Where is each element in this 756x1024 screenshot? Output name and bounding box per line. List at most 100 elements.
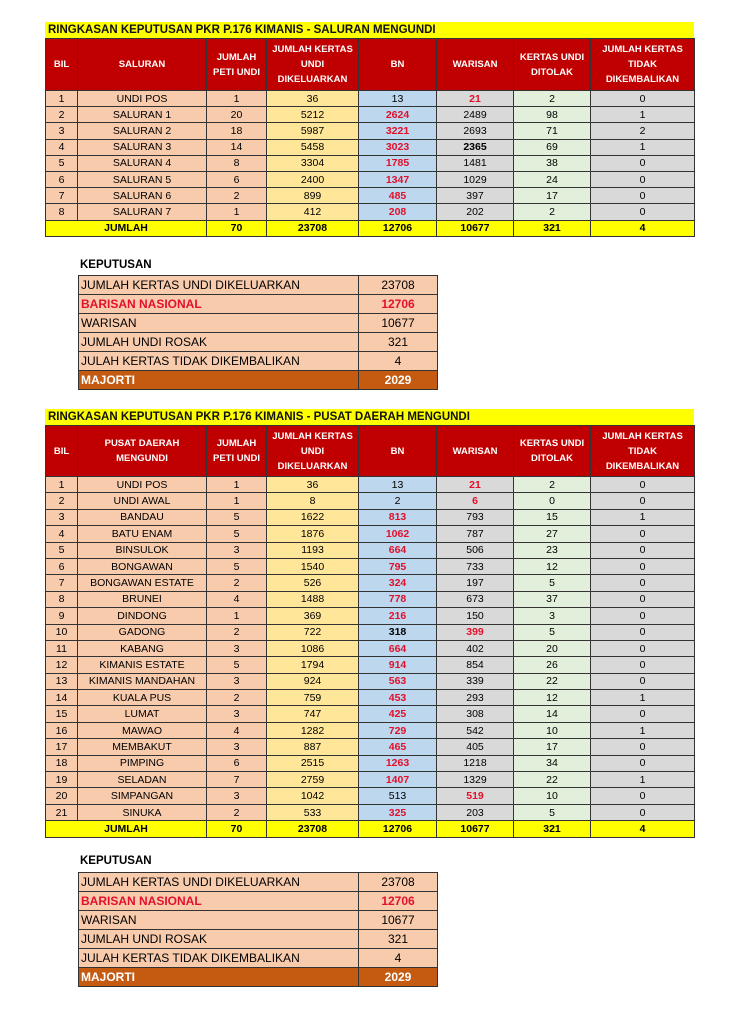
cell-bn: 325: [358, 803, 437, 822]
cell-name: BANDAU: [77, 508, 207, 527]
keputusan-row: JUMLAH KERTAS UNDI DIKELUARKAN 23708: [78, 872, 438, 892]
cell-bn: 485: [358, 187, 437, 205]
cell-warisan: 6: [436, 492, 514, 510]
cell-bil: 12: [45, 656, 78, 674]
cell-kertas-dikeluarkan: 8: [266, 492, 359, 510]
table-row: 9 DINDONG 1 369 216 150 3 0: [45, 607, 695, 625]
cell-name: SALURAN 7: [77, 203, 207, 221]
header-kertas-dikeluarkan: JUMLAH KERTAS UNDI DIKELUARKAN: [266, 38, 359, 91]
cell-peti-undi: 1: [206, 89, 267, 108]
cell-tidak-dikembalikan: 0: [590, 203, 695, 221]
cell-bn: 664: [358, 639, 437, 658]
cell-tidak-dikembalikan: 0: [590, 154, 695, 172]
cell-peti-undi: 5: [206, 656, 267, 674]
cell-name: PIMPING: [77, 754, 207, 773]
cell-tidak-dikembalikan: 0: [590, 525, 695, 543]
keputusan-row: BARISAN NASIONAL 12706: [78, 891, 438, 911]
cell-kertas-dikeluarkan: 1794: [266, 656, 359, 674]
keputusan-label: JUMLAH KERTAS UNDI DIKELUARKAN: [78, 872, 359, 892]
cell-kertas-dikeluarkan: 1876: [266, 525, 359, 543]
cell-peti-undi: 3: [206, 672, 267, 691]
cell-bn: 813: [358, 508, 437, 527]
cell-bn: 778: [358, 590, 437, 609]
cell-peti-undi: 20: [206, 106, 267, 124]
header-name: PUSAT DAERAH MENGUNDI: [77, 425, 207, 477]
cell-kertas-dikeluarkan: 722: [266, 623, 359, 641]
cell-ditolak: 3: [513, 607, 591, 625]
cell-kertas-dikeluarkan: 747: [266, 705, 359, 723]
cell-ditolak: 17: [513, 187, 591, 205]
cell-peti-undi: 4: [206, 590, 267, 609]
cell-bil: 21: [45, 803, 78, 822]
cell-bil: 8: [45, 590, 78, 609]
table-row: 4 BATU ENAM 5 1876 1062 787 27 0: [45, 525, 695, 543]
table-row: 7 SALURAN 6 2 899 485 397 17 0: [45, 187, 695, 205]
cell-bil: 16: [45, 721, 78, 740]
cell-name: KUALA PUS: [77, 689, 207, 707]
header-row: BIL SALURAN JUMLAH PETI UNDI JUMLAH KERTAS …: [45, 38, 695, 91]
table-row: 20 SIMPANGAN 3 1042 513 519 10 0: [45, 787, 695, 805]
table-row: 8 SALURAN 7 1 412 208 202 2 0: [45, 203, 695, 221]
cell-warisan: 2489: [436, 106, 514, 124]
keputusan-value: 2029: [358, 370, 438, 390]
keputusan-label: JUMLAH KERTAS UNDI DIKELUARKAN: [78, 275, 359, 295]
cell-ditolak: 24: [513, 170, 591, 189]
cell-warisan: 787: [436, 525, 514, 543]
cell-warisan: 1481: [436, 154, 514, 172]
cell-name: SALURAN 1: [77, 106, 207, 124]
header-bil: BIL: [45, 38, 78, 91]
cell-tidak-dikembalikan: 0: [590, 89, 695, 108]
cell-tidak-dikembalikan: 0: [590, 656, 695, 674]
cell-bn: 2624: [358, 106, 437, 124]
table-row: 1 UNDI POS 1 36 13 21 2 0: [45, 89, 695, 108]
total-warisan: 10677: [436, 219, 514, 237]
cell-tidak-dikembalikan: 0: [590, 787, 695, 805]
cell-bn: 3221: [358, 122, 437, 140]
cell-ditolak: 10: [513, 721, 591, 740]
cell-name: BINSULOK: [77, 541, 207, 559]
table2-title: RINGKASAN KEPUTUSAN PKR P.176 KIMANIS - …: [45, 409, 694, 425]
cell-peti-undi: 2: [206, 689, 267, 707]
cell-ditolak: 14: [513, 705, 591, 723]
keputusan-value: 12706: [358, 294, 438, 314]
cell-bn: 1263: [358, 754, 437, 773]
cell-name: BRUNEI: [77, 590, 207, 609]
cell-peti-undi: 5: [206, 557, 267, 576]
cell-ditolak: 27: [513, 525, 591, 543]
cell-warisan: 197: [436, 574, 514, 592]
cell-bil: 14: [45, 689, 78, 707]
table-row: 6 SALURAN 5 6 2400 1347 1029 24 0: [45, 170, 695, 189]
table-row: 18 PIMPING 6 2515 1263 1218 34 0: [45, 754, 695, 773]
keputusan-value: 10677: [358, 910, 438, 930]
cell-kertas-dikeluarkan: 36: [266, 89, 359, 108]
cell-kertas-dikeluarkan: 533: [266, 803, 359, 822]
header-peti-undi: JUMLAH PETI UNDI: [206, 38, 267, 91]
cell-ditolak: 22: [513, 771, 591, 789]
cell-name: GADONG: [77, 623, 207, 641]
keputusan-row: MAJORTI 2029: [78, 370, 438, 390]
cell-tidak-dikembalikan: 0: [590, 492, 695, 510]
cell-ditolak: 38: [513, 154, 591, 172]
keputusan-label: JUMLAH UNDI ROSAK: [78, 332, 359, 352]
keputusan-row: WARISAN 10677: [78, 910, 438, 930]
cell-kertas-dikeluarkan: 1540: [266, 557, 359, 576]
cell-peti-undi: 1: [206, 492, 267, 510]
table-row: 3 SALURAN 2 18 5987 3221 2693 71 2: [45, 122, 695, 140]
cell-bil: 4: [45, 525, 78, 543]
cell-kertas-dikeluarkan: 526: [266, 574, 359, 592]
cell-warisan: 506: [436, 541, 514, 559]
cell-name: DINDONG: [77, 607, 207, 625]
keputusan-value: 321: [358, 332, 438, 352]
cell-name: SALURAN 5: [77, 170, 207, 189]
header-name: SALURAN: [77, 38, 207, 91]
cell-tidak-dikembalikan: 0: [590, 738, 695, 756]
cell-kertas-dikeluarkan: 412: [266, 203, 359, 221]
cell-ditolak: 17: [513, 738, 591, 756]
cell-name: SIMPANGAN: [77, 787, 207, 805]
cell-peti-undi: 1: [206, 203, 267, 221]
cell-name: BONGAWAN ESTATE: [77, 574, 207, 592]
keputusan-label: BARISAN NASIONAL: [78, 294, 359, 314]
cell-tidak-dikembalikan: 1: [590, 508, 695, 527]
keputusan-title-1: KEPUTUSAN: [80, 259, 152, 271]
cell-bn: 2: [358, 492, 437, 510]
